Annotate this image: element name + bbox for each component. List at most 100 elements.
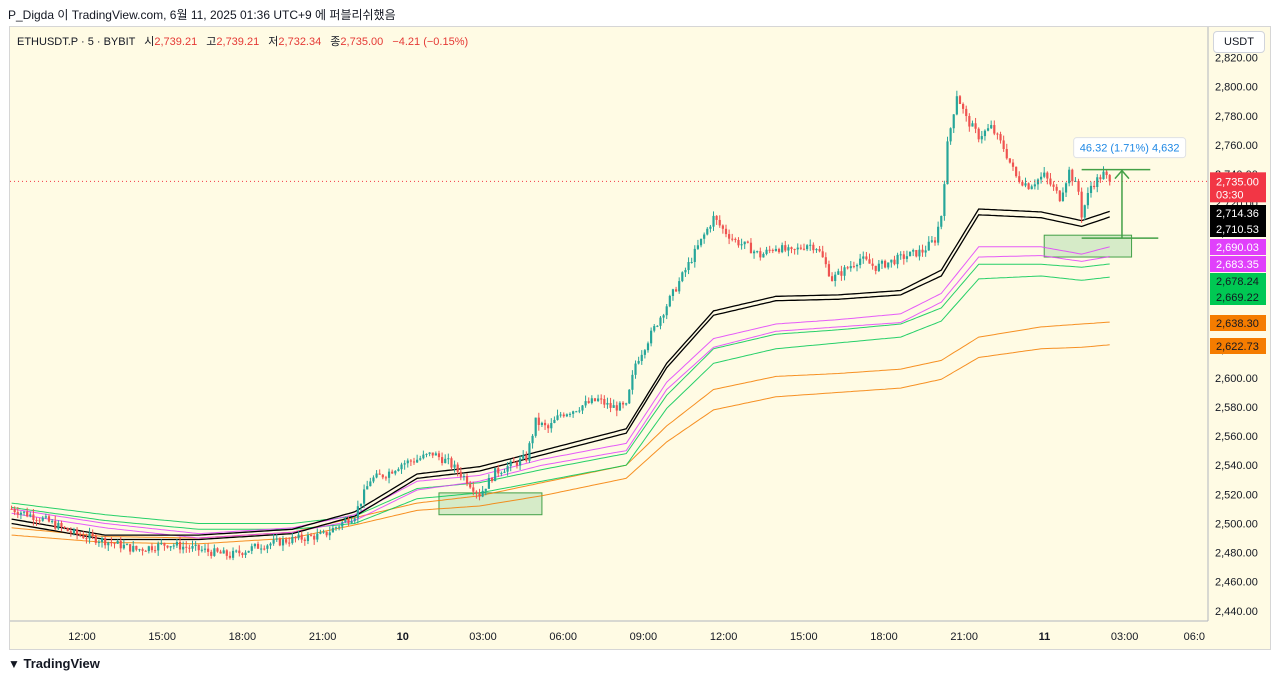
y-tick-label: 2,780.00 bbox=[1215, 111, 1258, 123]
candle-body bbox=[294, 536, 297, 539]
candle-body bbox=[515, 462, 519, 466]
candle-body bbox=[650, 330, 653, 344]
candle-body bbox=[840, 271, 843, 276]
candle-body bbox=[606, 402, 609, 405]
candle-body bbox=[63, 526, 66, 528]
candle-body bbox=[472, 487, 475, 492]
candle-body bbox=[587, 401, 590, 403]
price-badge bbox=[1210, 239, 1266, 255]
candle-body bbox=[1008, 158, 1011, 163]
candle-body bbox=[565, 414, 568, 417]
candle-body bbox=[759, 251, 762, 258]
candle-body bbox=[437, 453, 441, 458]
candle-body bbox=[60, 523, 63, 527]
candle-body bbox=[768, 249, 771, 251]
countdown-value: 03:30 bbox=[1216, 189, 1244, 201]
candle-body bbox=[110, 542, 113, 544]
symbol-name[interactable]: ETHUSDT.P · 5 · BYBIT bbox=[17, 36, 136, 48]
candle-body bbox=[1061, 192, 1065, 202]
tradingview-logo[interactable]: ▼ TradingView bbox=[8, 656, 100, 671]
candle-body bbox=[699, 238, 703, 246]
candle-body bbox=[578, 410, 581, 412]
candle-body bbox=[812, 244, 815, 251]
candle-body bbox=[855, 265, 859, 267]
candle-body bbox=[593, 398, 597, 401]
candle-body bbox=[1105, 171, 1108, 176]
candle-body bbox=[927, 241, 930, 251]
ma-orange-upper-line bbox=[11, 321, 1110, 539]
symbol-legend: ETHUSDT.P · 5 · BYBIT 시2,739.21 고2,739.2… bbox=[17, 33, 468, 49]
candle-body bbox=[884, 260, 887, 268]
candle-body bbox=[125, 544, 129, 546]
candle-body bbox=[899, 254, 902, 256]
candle-body bbox=[540, 422, 544, 425]
candle-body bbox=[771, 249, 774, 251]
close-label: 종 bbox=[330, 36, 341, 48]
candle-body bbox=[615, 405, 618, 411]
candle-body bbox=[153, 550, 157, 552]
candle-body bbox=[412, 461, 416, 463]
currency-selector[interactable]: USDT bbox=[1213, 31, 1265, 53]
candle-body bbox=[256, 543, 260, 549]
x-tick-label: 15:00 bbox=[790, 631, 818, 643]
candle-body bbox=[996, 133, 999, 135]
candle-body bbox=[344, 519, 347, 523]
candle-body bbox=[653, 326, 656, 331]
candle-body bbox=[238, 550, 241, 554]
candle-body bbox=[391, 471, 394, 474]
candle-body bbox=[830, 276, 834, 281]
candle-body bbox=[859, 258, 862, 266]
candle-body bbox=[765, 249, 768, 254]
candle-body bbox=[852, 266, 855, 268]
candle-body bbox=[79, 534, 82, 536]
candle-body bbox=[846, 267, 849, 269]
candle-body bbox=[746, 241, 749, 243]
candle-body bbox=[662, 315, 665, 318]
candle-body bbox=[481, 490, 484, 497]
candle-body bbox=[188, 547, 191, 549]
candle-body bbox=[628, 389, 631, 404]
candle-body bbox=[381, 474, 384, 478]
candle-body bbox=[359, 503, 363, 507]
candle-body bbox=[291, 536, 294, 544]
candle-body bbox=[378, 473, 381, 475]
candle-body bbox=[584, 401, 587, 406]
candle-body bbox=[272, 539, 275, 544]
price-badge bbox=[1210, 315, 1266, 331]
y-tick-label: 2,460.00 bbox=[1215, 577, 1258, 589]
candle-body bbox=[331, 527, 334, 533]
candle-body bbox=[172, 545, 175, 547]
y-tick-label: 2,820.00 bbox=[1215, 53, 1258, 65]
candle-body bbox=[175, 542, 179, 546]
candle-body bbox=[787, 247, 790, 251]
candle-body bbox=[185, 546, 188, 548]
close-value: 2,735.00 bbox=[340, 36, 384, 48]
candle-body bbox=[837, 271, 840, 275]
candle-body bbox=[784, 245, 787, 251]
candle-body bbox=[334, 527, 338, 529]
candle-body bbox=[877, 263, 880, 271]
candle-body bbox=[781, 245, 784, 253]
candle-body bbox=[1015, 166, 1018, 177]
publish-header: P_Digda 이 TradingView.com, 6월 11, 2025 0… bbox=[8, 8, 396, 22]
candle-body bbox=[1064, 183, 1068, 193]
chart-area[interactable] bbox=[9, 26, 1271, 650]
candle-body bbox=[1055, 186, 1058, 191]
candle-body bbox=[678, 281, 681, 292]
candle-body bbox=[590, 398, 593, 403]
candle-body bbox=[75, 529, 79, 535]
candle-body bbox=[756, 251, 759, 253]
candle-body bbox=[47, 516, 51, 522]
candle-body bbox=[44, 516, 47, 518]
candle-body bbox=[1102, 171, 1105, 180]
candle-body bbox=[809, 244, 812, 246]
price-badge bbox=[1210, 205, 1266, 221]
y-tick-label: 2,800.00 bbox=[1215, 82, 1258, 94]
candle-body bbox=[724, 228, 728, 235]
brand-name: TradingView bbox=[23, 656, 100, 671]
high-value: 2,739.21 bbox=[216, 36, 260, 48]
candle-body bbox=[269, 543, 272, 546]
candle-body bbox=[281, 539, 285, 546]
candle-body bbox=[618, 402, 622, 411]
